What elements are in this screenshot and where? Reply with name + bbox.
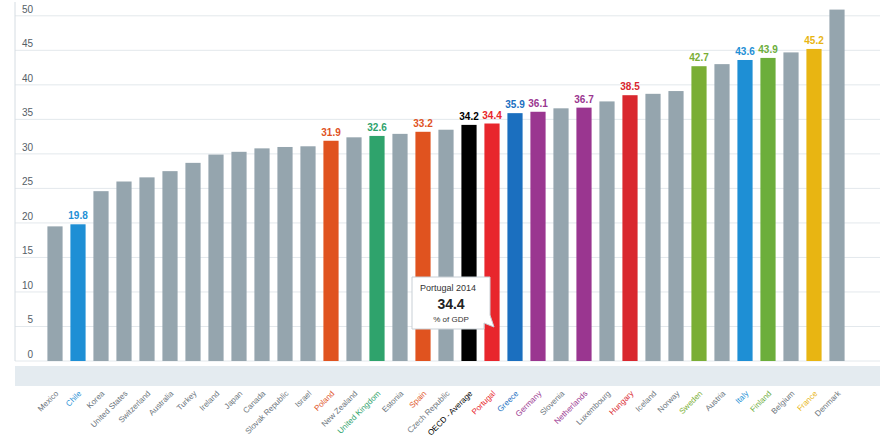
bar: [806, 49, 821, 361]
bar: [530, 112, 545, 361]
bar: [162, 171, 177, 361]
x-tick-label: Austria: [703, 389, 727, 413]
x-tick-label: Chile: [64, 389, 84, 409]
y-tick-label: 25: [22, 176, 34, 187]
bar: [829, 10, 844, 361]
bar: [737, 60, 752, 361]
bar: [369, 136, 384, 361]
bar: [760, 58, 775, 361]
bar: [346, 137, 361, 361]
data-label: 19.8: [68, 210, 88, 221]
y-tick-label: 35: [22, 107, 34, 118]
bar: [185, 163, 200, 361]
tooltip-title: Portugal 2014: [420, 283, 476, 293]
x-tick-label: Switzerland: [117, 389, 153, 425]
y-tick-label: 50: [22, 4, 34, 15]
y-tick-label: 20: [22, 211, 34, 222]
data-label: 43.6: [735, 46, 755, 57]
tooltip-value: 34.4: [437, 296, 464, 312]
bars: [47, 10, 844, 361]
data-label: 34.2: [459, 111, 479, 122]
data-label: 36.7: [574, 94, 594, 105]
data-label: 34.4: [482, 110, 502, 121]
bar: [691, 66, 706, 361]
bar: [392, 134, 407, 361]
y-tick-label: 0: [27, 349, 33, 360]
x-tick-label: Denmark: [813, 388, 843, 418]
bar: [277, 147, 292, 361]
data-label: 45.2: [804, 35, 824, 46]
x-tick-label: United Kingdom: [336, 389, 383, 436]
plot-background: [15, 2, 880, 361]
bar: [645, 94, 660, 361]
y-tick-label: 45: [22, 38, 34, 49]
x-tick-label: OECD - Average: [426, 389, 475, 438]
bar: [139, 177, 154, 361]
data-label: 38.5: [620, 81, 640, 92]
x-tick-label: Germany: [514, 389, 544, 419]
bar: [714, 64, 729, 361]
bar: [254, 148, 269, 361]
x-tick-label: Italy: [734, 389, 751, 406]
bar: [576, 108, 591, 361]
data-label: 31.9: [321, 127, 341, 138]
bar: [47, 226, 62, 361]
bar: [323, 141, 338, 361]
x-tick-label: Turkey: [175, 389, 198, 412]
bar: [599, 101, 614, 361]
y-tick-label: 15: [22, 245, 34, 256]
grid-line: [15, 15, 880, 16]
bar: [231, 152, 246, 361]
data-label: 33.2: [413, 118, 433, 129]
axis-band: [15, 366, 880, 386]
y-tick-label: 40: [22, 73, 34, 84]
tooltip: Portugal 2014 34.4 % of GDP: [412, 277, 494, 329]
x-tick-label: Belgium: [770, 389, 797, 416]
tooltip-unit: % of GDP: [433, 315, 469, 324]
chart: 0 5 10 15 20 25 30 35 40 45 50 19.8 31.9 32.6 33.2 34.2…: [0, 0, 886, 443]
x-tick-label: Hungary: [608, 389, 636, 417]
data-label: 43.9: [758, 44, 778, 55]
bar: [93, 191, 108, 361]
data-label: 32.6: [367, 122, 387, 133]
x-tick-label: Australia: [147, 389, 176, 418]
data-label: 36.1: [528, 98, 548, 109]
bar: [300, 146, 315, 361]
x-tick-label: Mexico: [36, 389, 61, 414]
bar: [783, 52, 798, 361]
x-tick-label: Luxembourg: [575, 389, 613, 427]
y-tick-label: 5: [27, 314, 33, 325]
x-tick-label: Estonia: [380, 389, 406, 415]
bar: [70, 224, 85, 361]
x-tick-label: Ireland: [198, 389, 222, 413]
x-tick-label: Spain: [408, 389, 429, 410]
bar: [208, 155, 223, 361]
x-tick-label: Iceland: [634, 389, 659, 414]
bar: [622, 95, 637, 361]
bar: [116, 182, 131, 362]
x-tick-label: Japan: [223, 389, 245, 411]
data-label: 35.9: [505, 99, 525, 110]
tooltip-box: [412, 277, 494, 329]
x-tick-label: Portugal: [470, 389, 498, 417]
x-tick-label: Sweden: [678, 389, 705, 416]
bar: [553, 108, 568, 361]
data-label: 42.7: [689, 52, 709, 63]
x-tick-label: Israel: [293, 389, 313, 409]
y-tick-label: 30: [22, 142, 34, 153]
x-tick-label: Slovak Republic: [243, 389, 290, 436]
y-axis-line: [15, 2, 16, 361]
bar: [668, 91, 683, 361]
y-tick-label: 10: [22, 280, 34, 291]
bar: [507, 113, 522, 361]
